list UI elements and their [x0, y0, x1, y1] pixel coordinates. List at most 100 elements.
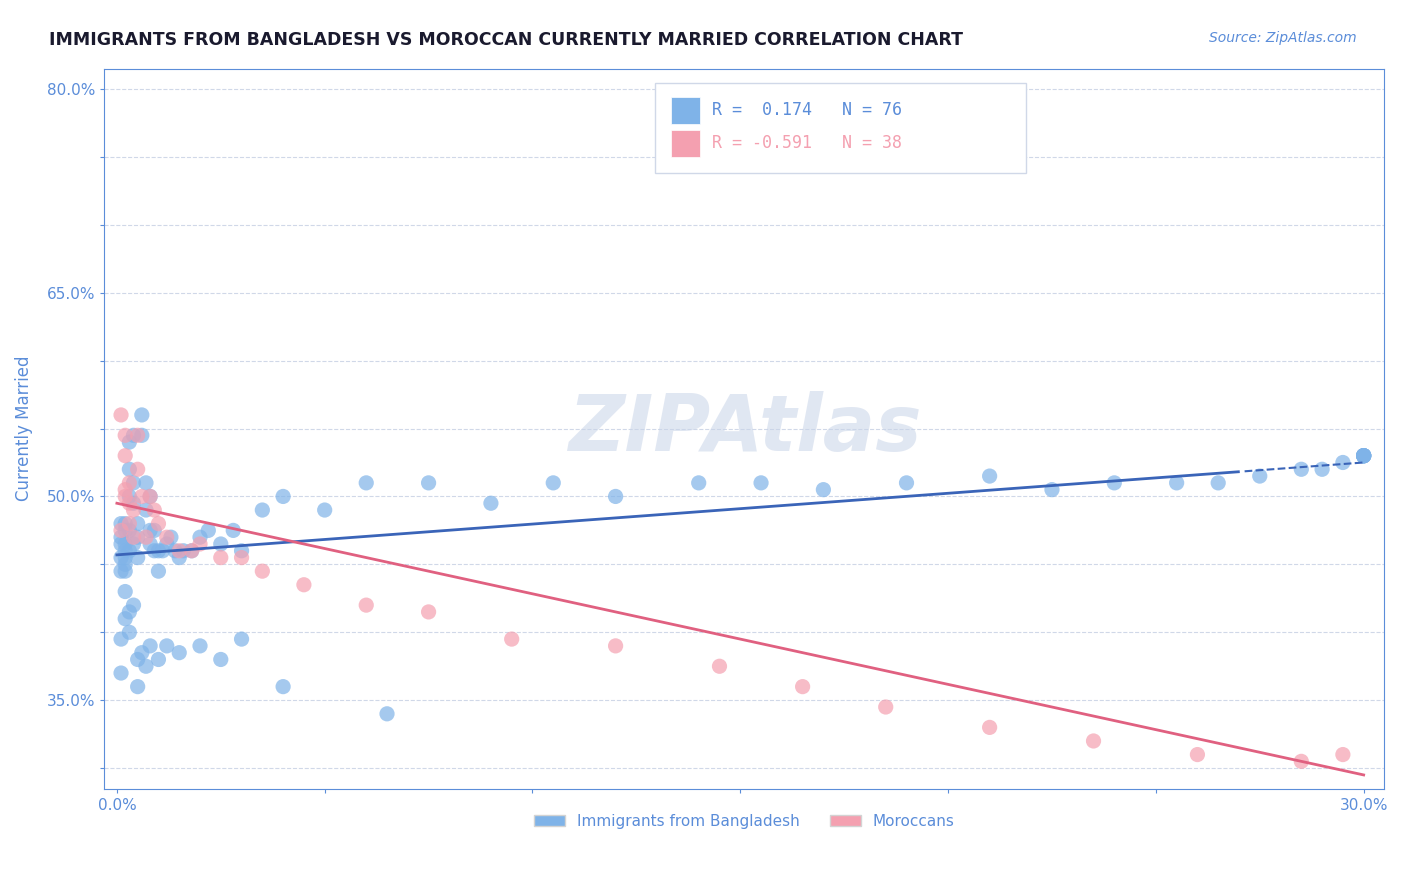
Text: R = -0.591   N = 38: R = -0.591 N = 38 — [713, 135, 903, 153]
Point — [127, 516, 149, 531]
Point — [114, 449, 136, 463]
Point — [541, 475, 564, 490]
Point — [160, 530, 183, 544]
Point — [688, 475, 710, 490]
Point — [271, 680, 294, 694]
Point — [979, 720, 1001, 734]
Point — [110, 550, 132, 565]
Point — [148, 564, 170, 578]
Point — [122, 537, 145, 551]
Point — [143, 543, 166, 558]
Point — [1353, 449, 1375, 463]
Point — [118, 524, 141, 538]
Text: ZIPAtlas: ZIPAtlas — [568, 391, 921, 467]
Point — [1353, 449, 1375, 463]
Point — [110, 408, 132, 422]
Bar — [672, 96, 700, 124]
Point — [1353, 449, 1375, 463]
Point — [156, 537, 179, 551]
Point — [209, 652, 232, 666]
Point — [114, 516, 136, 531]
Y-axis label: Currently Married: Currently Married — [15, 356, 32, 501]
Point — [114, 550, 136, 565]
Point — [122, 530, 145, 544]
Point — [114, 584, 136, 599]
Point — [172, 543, 194, 558]
Point — [118, 496, 141, 510]
Point — [1353, 449, 1375, 463]
Point — [127, 550, 149, 565]
Point — [118, 543, 141, 558]
Point — [418, 475, 440, 490]
Point — [110, 564, 132, 578]
Point — [131, 490, 153, 504]
Point — [188, 530, 211, 544]
Point — [127, 462, 149, 476]
Point — [135, 503, 157, 517]
Point — [131, 428, 153, 442]
Point — [209, 550, 232, 565]
Point — [180, 543, 202, 558]
Point — [1291, 462, 1313, 476]
Point — [122, 475, 145, 490]
Point — [188, 639, 211, 653]
Point — [139, 524, 162, 538]
Point — [1104, 475, 1126, 490]
Point — [118, 490, 141, 504]
Point — [1310, 462, 1333, 476]
Point — [139, 490, 162, 504]
Point — [209, 537, 232, 551]
Text: Source: ZipAtlas.com: Source: ZipAtlas.com — [1209, 31, 1357, 45]
Point — [110, 632, 132, 646]
Point — [314, 503, 336, 517]
Point — [148, 543, 170, 558]
Point — [292, 578, 315, 592]
Point — [139, 537, 162, 551]
Point — [479, 496, 502, 510]
Point — [197, 524, 219, 538]
Point — [252, 564, 274, 578]
Point — [114, 558, 136, 572]
Point — [143, 524, 166, 538]
Point — [114, 537, 136, 551]
Point — [127, 652, 149, 666]
Point — [131, 646, 153, 660]
Point — [114, 490, 136, 504]
Point — [114, 428, 136, 442]
Point — [135, 659, 157, 673]
Point — [1353, 449, 1375, 463]
Point — [143, 503, 166, 517]
Point — [122, 598, 145, 612]
Point — [156, 639, 179, 653]
Point — [114, 543, 136, 558]
Text: IMMIGRANTS FROM BANGLADESH VS MOROCCAN CURRENTLY MARRIED CORRELATION CHART: IMMIGRANTS FROM BANGLADESH VS MOROCCAN C… — [49, 31, 963, 49]
Point — [709, 659, 731, 673]
Point — [139, 490, 162, 504]
Point — [122, 496, 145, 510]
Point — [418, 605, 440, 619]
Point — [979, 469, 1001, 483]
Point — [231, 632, 253, 646]
Point — [131, 408, 153, 422]
Point — [122, 428, 145, 442]
Point — [875, 700, 897, 714]
Point — [110, 666, 132, 681]
Point — [114, 564, 136, 578]
Point — [792, 680, 814, 694]
Point — [1206, 475, 1229, 490]
Point — [118, 625, 141, 640]
Point — [127, 530, 149, 544]
Point — [188, 537, 211, 551]
Point — [118, 462, 141, 476]
Point — [222, 524, 245, 538]
Point — [110, 537, 132, 551]
Point — [1331, 455, 1354, 469]
Point — [252, 503, 274, 517]
Point — [813, 483, 835, 497]
Point — [1166, 475, 1188, 490]
Point — [501, 632, 523, 646]
Point — [354, 475, 377, 490]
Point — [127, 428, 149, 442]
Point — [1083, 734, 1105, 748]
Point — [354, 598, 377, 612]
